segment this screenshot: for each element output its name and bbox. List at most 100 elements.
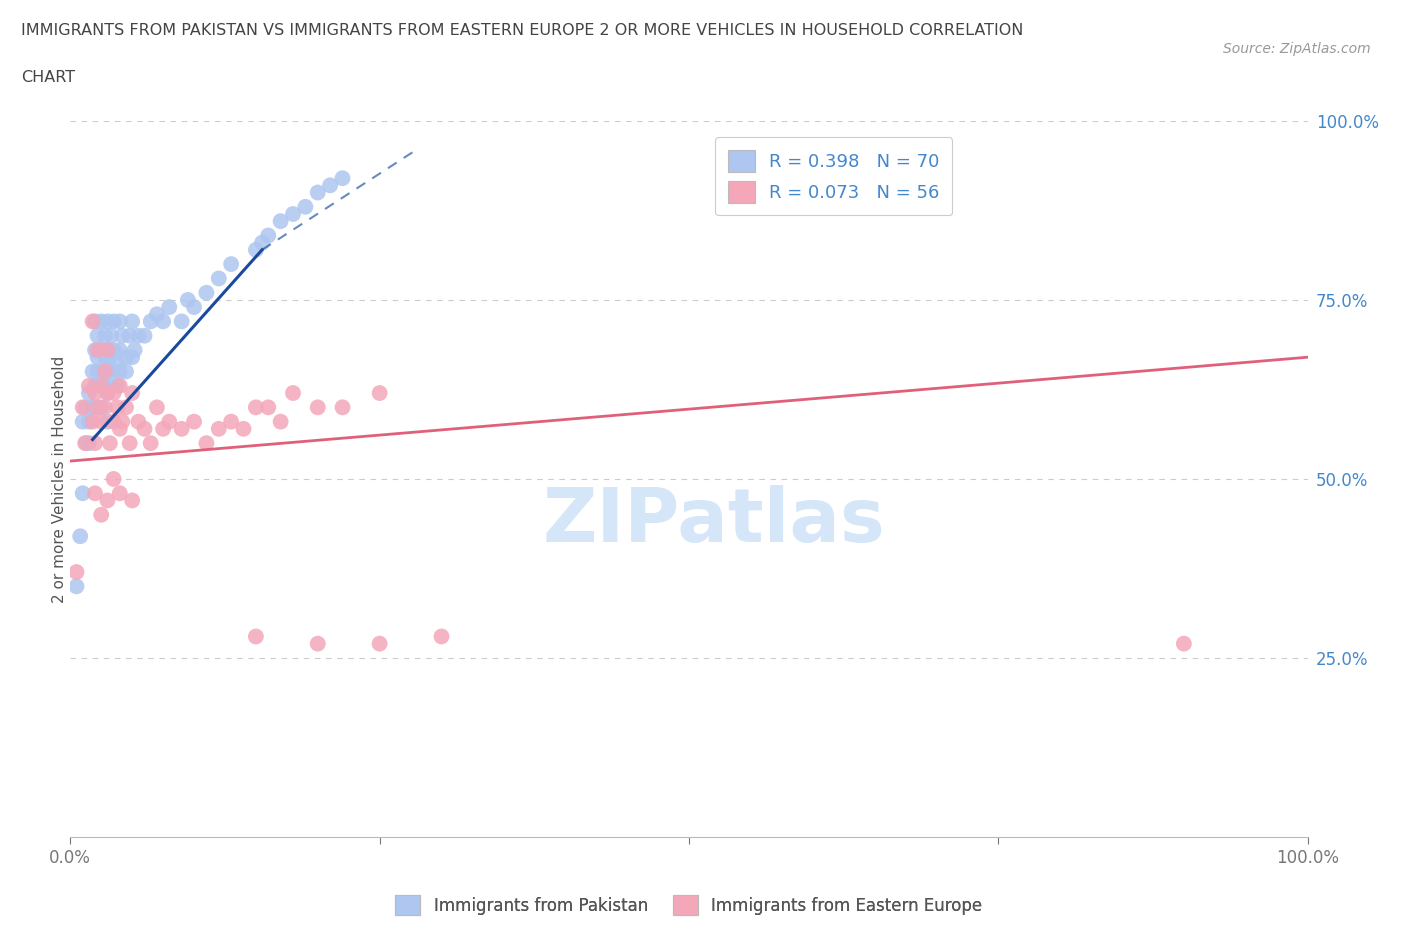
Point	[121, 314, 143, 329]
Point	[94, 379, 117, 393]
Point	[98, 379, 121, 393]
Point	[82, 400, 104, 415]
Point	[134, 421, 156, 436]
Point	[77, 414, 100, 429]
Point	[232, 421, 254, 436]
Point	[195, 435, 218, 450]
Point	[84, 379, 107, 393]
Point	[118, 328, 141, 343]
Point	[103, 414, 125, 429]
Point	[86, 365, 108, 379]
Point	[96, 342, 118, 357]
Point	[332, 400, 354, 415]
Point	[127, 414, 149, 429]
Point	[170, 421, 193, 436]
Point	[82, 414, 104, 429]
Point	[94, 365, 117, 379]
Point	[177, 293, 200, 308]
Point	[72, 485, 94, 500]
Point	[69, 529, 91, 544]
Point	[94, 328, 117, 343]
Point	[96, 314, 118, 329]
Point	[90, 508, 112, 523]
Point	[183, 414, 205, 429]
Point	[90, 379, 112, 393]
Point	[86, 350, 108, 365]
Point	[111, 414, 134, 429]
Point	[121, 350, 143, 365]
Point	[65, 565, 87, 579]
Point	[307, 185, 329, 200]
Point	[245, 629, 267, 644]
Point	[332, 171, 354, 186]
Point	[96, 386, 118, 401]
Point	[208, 271, 231, 286]
Point	[82, 365, 104, 379]
Point	[127, 328, 149, 343]
Point	[94, 400, 117, 415]
Point	[84, 314, 107, 329]
Point	[430, 629, 453, 644]
Point	[90, 400, 112, 415]
Y-axis label: 2 or more Vehicles in Household: 2 or more Vehicles in Household	[52, 355, 66, 603]
Point	[84, 400, 107, 415]
Point	[245, 400, 267, 415]
Point	[86, 328, 108, 343]
Point	[96, 365, 118, 379]
Point	[96, 342, 118, 357]
Point	[1173, 636, 1195, 651]
Point	[294, 199, 316, 214]
Point	[98, 435, 121, 450]
Point	[183, 299, 205, 314]
Point	[281, 206, 304, 221]
Point	[86, 342, 108, 357]
Point	[134, 328, 156, 343]
Point	[118, 435, 141, 450]
Point	[270, 414, 292, 429]
Point	[108, 314, 131, 329]
Point	[94, 350, 117, 365]
Point	[77, 435, 100, 450]
Point	[72, 414, 94, 429]
Point	[157, 299, 180, 314]
Point	[115, 400, 138, 415]
Point	[98, 350, 121, 365]
Point	[105, 400, 128, 415]
Point	[96, 386, 118, 401]
Point	[124, 342, 146, 357]
Point	[105, 379, 128, 393]
Point	[368, 386, 391, 401]
Point	[84, 386, 107, 401]
Point	[96, 493, 118, 508]
Point	[103, 472, 125, 486]
Point	[84, 342, 107, 357]
Point	[281, 386, 304, 401]
Point	[257, 228, 280, 243]
Point	[219, 257, 242, 272]
Point	[77, 379, 100, 393]
Point	[139, 435, 162, 450]
Point	[115, 350, 138, 365]
Point	[121, 493, 143, 508]
Point	[75, 435, 97, 450]
Legend: Immigrants from Pakistan, Immigrants from Eastern Europe: Immigrants from Pakistan, Immigrants fro…	[388, 888, 990, 922]
Point	[90, 314, 112, 329]
Point	[90, 371, 112, 386]
Text: Source: ZipAtlas.com: Source: ZipAtlas.com	[1223, 42, 1371, 56]
Point	[82, 314, 104, 329]
Point	[84, 485, 107, 500]
Point	[121, 386, 143, 401]
Point	[368, 636, 391, 651]
Point	[90, 365, 112, 379]
Point	[108, 421, 131, 436]
Point	[307, 636, 329, 651]
Point	[115, 365, 138, 379]
Point	[250, 235, 273, 250]
Point	[75, 435, 97, 450]
Point	[245, 243, 267, 258]
Point	[90, 414, 112, 429]
Point	[257, 400, 280, 415]
Text: CHART: CHART	[21, 70, 75, 85]
Point	[157, 414, 180, 429]
Point	[100, 328, 122, 343]
